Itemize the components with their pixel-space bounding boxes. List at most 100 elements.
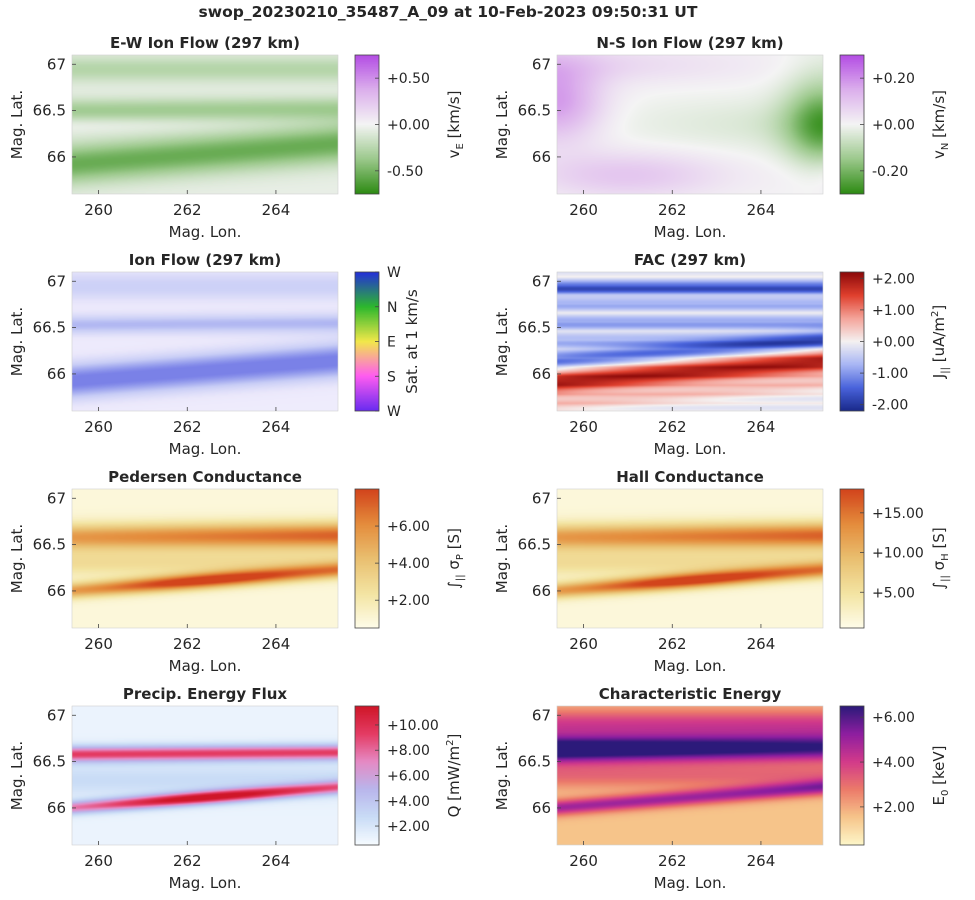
y-tick-label: 67: [47, 55, 66, 73]
x-tick-label: 262: [173, 201, 202, 219]
y-axis-label: Mag. Lat.: [493, 741, 511, 810]
y-tick-label: 66: [532, 148, 551, 166]
colorbar-frame: [839, 705, 865, 846]
x-axis-label: Mag. Lon.: [169, 223, 242, 241]
x-tick-label: 260: [569, 852, 598, 870]
heatmap-image: [72, 55, 338, 194]
y-tick-label: 66: [532, 582, 551, 600]
y-tick-label: 66: [532, 799, 551, 817]
colorbar-label: vE [km/s]: [445, 91, 466, 159]
colorbar-label: ∫|| σH [S]: [930, 527, 951, 589]
colorbar-tick-label: E: [387, 335, 396, 351]
x-tick-label: 264: [262, 635, 291, 653]
panel-title: Pedersen Conductance: [108, 468, 302, 486]
y-tick-label: 66.5: [33, 536, 66, 554]
axes-frame: [71, 488, 339, 629]
colorbar-tick-label: +10.00: [872, 546, 924, 562]
y-tick-label: 66.5: [518, 536, 551, 554]
colorbar: [355, 489, 379, 628]
colorbar: [840, 489, 864, 628]
x-tick-label: 264: [747, 852, 776, 870]
colorbar-label: E0 [keV]: [930, 746, 951, 806]
y-tick-label: 66.5: [518, 319, 551, 337]
x-axis-label: Mag. Lon.: [654, 440, 727, 458]
panel-hall: Hall Conductance 260 262 264 66 66.5 67 Mag. Lo…: [493, 468, 951, 675]
y-axis-label: Mag. Lat.: [493, 524, 511, 593]
x-tick-label: 262: [658, 635, 687, 653]
colorbar-frame: [354, 488, 380, 629]
y-axis-label: Mag. Lat.: [493, 307, 511, 376]
y-tick-label: 67: [47, 272, 66, 290]
colorbar: [840, 706, 864, 845]
colorbar-tick-label: +8.00: [387, 743, 430, 759]
x-axis-label: Mag. Lon.: [169, 657, 242, 675]
colorbar-tick-label: +4.00: [872, 755, 915, 771]
colorbar-tick-label: +0.00: [872, 118, 915, 134]
colorbar-label: J|| [uA/m2]: [930, 305, 951, 379]
panel-fac: FAC (297 km) 260 262 264 66 66.5 67 Mag. Lon. Ma…: [493, 251, 951, 458]
y-axis-label: Mag. Lat.: [8, 307, 26, 376]
x-tick-label: 260: [84, 418, 113, 436]
y-tick-label: 66: [47, 148, 66, 166]
colorbar-tick-label: +0.00: [872, 335, 915, 351]
panel-title: E-W Ion Flow (297 km): [110, 34, 300, 52]
y-tick-label: 66: [47, 799, 66, 817]
y-tick-label: 67: [532, 706, 551, 724]
colorbar-label: vN [km/s]: [930, 90, 951, 159]
y-axis-label: Mag. Lat.: [8, 90, 26, 159]
y-tick-label: 66: [47, 365, 66, 383]
y-axis-label: Mag. Lat.: [8, 741, 26, 810]
axes-frame: [556, 271, 824, 412]
colorbar-tick-label: W: [387, 265, 401, 281]
y-tick-label: 67: [532, 272, 551, 290]
heatmap-image: [557, 489, 823, 628]
x-tick-label: 260: [569, 635, 598, 653]
axes-frame: [556, 488, 824, 629]
colorbar-tick-label: +10.00: [387, 718, 439, 734]
y-axis-label: Mag. Lat.: [8, 524, 26, 593]
axes-frame: [71, 54, 339, 195]
colorbar-tick-label: S: [387, 369, 396, 385]
heatmap-image: [557, 272, 823, 411]
y-tick-label: 67: [532, 55, 551, 73]
heatmap-image: [72, 272, 338, 411]
colorbar-tick-label: +2.00: [872, 271, 915, 287]
x-tick-label: 262: [658, 418, 687, 436]
colorbar-tick-label: +0.50: [387, 71, 430, 87]
colorbar-label: Q [mW/m2]: [445, 734, 463, 818]
x-tick-label: 264: [262, 418, 291, 436]
x-tick-label: 264: [262, 201, 291, 219]
y-tick-label: 66.5: [518, 102, 551, 120]
colorbar-tick-label: -0.50: [387, 164, 423, 180]
axes-frame: [71, 271, 339, 412]
panel-title: Hall Conductance: [616, 468, 764, 486]
x-tick-label: 260: [569, 418, 598, 436]
colorbar-tick-label: -2.00: [872, 398, 908, 414]
colorbar-tick-label: +6.00: [872, 710, 915, 726]
colorbar-tick-label: -1.00: [872, 366, 908, 382]
x-tick-label: 260: [84, 635, 113, 653]
panel-ew: E-W Ion Flow (297 km) 260 262 264 66 66.5 67 Ma…: [8, 34, 466, 241]
x-axis-label: Mag. Lon.: [169, 440, 242, 458]
y-axis-label: Mag. Lat.: [493, 90, 511, 159]
figure-title: swop_20230210_35487_A_09 at 10-Feb-2023 …: [199, 3, 698, 21]
x-tick-label: 260: [84, 201, 113, 219]
panel-ns: N-S Ion Flow (297 km) 260 262 264 66 66.5 67 Ma…: [493, 34, 951, 241]
x-tick-label: 262: [173, 418, 202, 436]
panel-title: N-S Ion Flow (297 km): [596, 34, 783, 52]
y-tick-label: 66.5: [33, 102, 66, 120]
x-tick-label: 264: [747, 635, 776, 653]
x-tick-label: 262: [658, 852, 687, 870]
y-tick-label: 67: [47, 706, 66, 724]
colorbar-tick-label: +2.00: [387, 819, 430, 835]
panel-flux: Precip. Energy Flux 260 262 264 66 66.5 67 Mag.…: [8, 685, 463, 892]
axes-frame: [556, 54, 824, 195]
x-tick-label: 262: [173, 852, 202, 870]
x-tick-label: 264: [747, 418, 776, 436]
colorbar-tick-label: +4.00: [387, 556, 430, 572]
x-axis-label: Mag. Lon.: [654, 657, 727, 675]
panel-ped: Pedersen Conductance 260 262 264 66 66.5 67 Mag…: [8, 468, 466, 675]
colorbar-tick-label: +4.00: [387, 794, 430, 810]
y-tick-label: 66.5: [33, 319, 66, 337]
colorbar-tick-label: W: [387, 404, 401, 420]
